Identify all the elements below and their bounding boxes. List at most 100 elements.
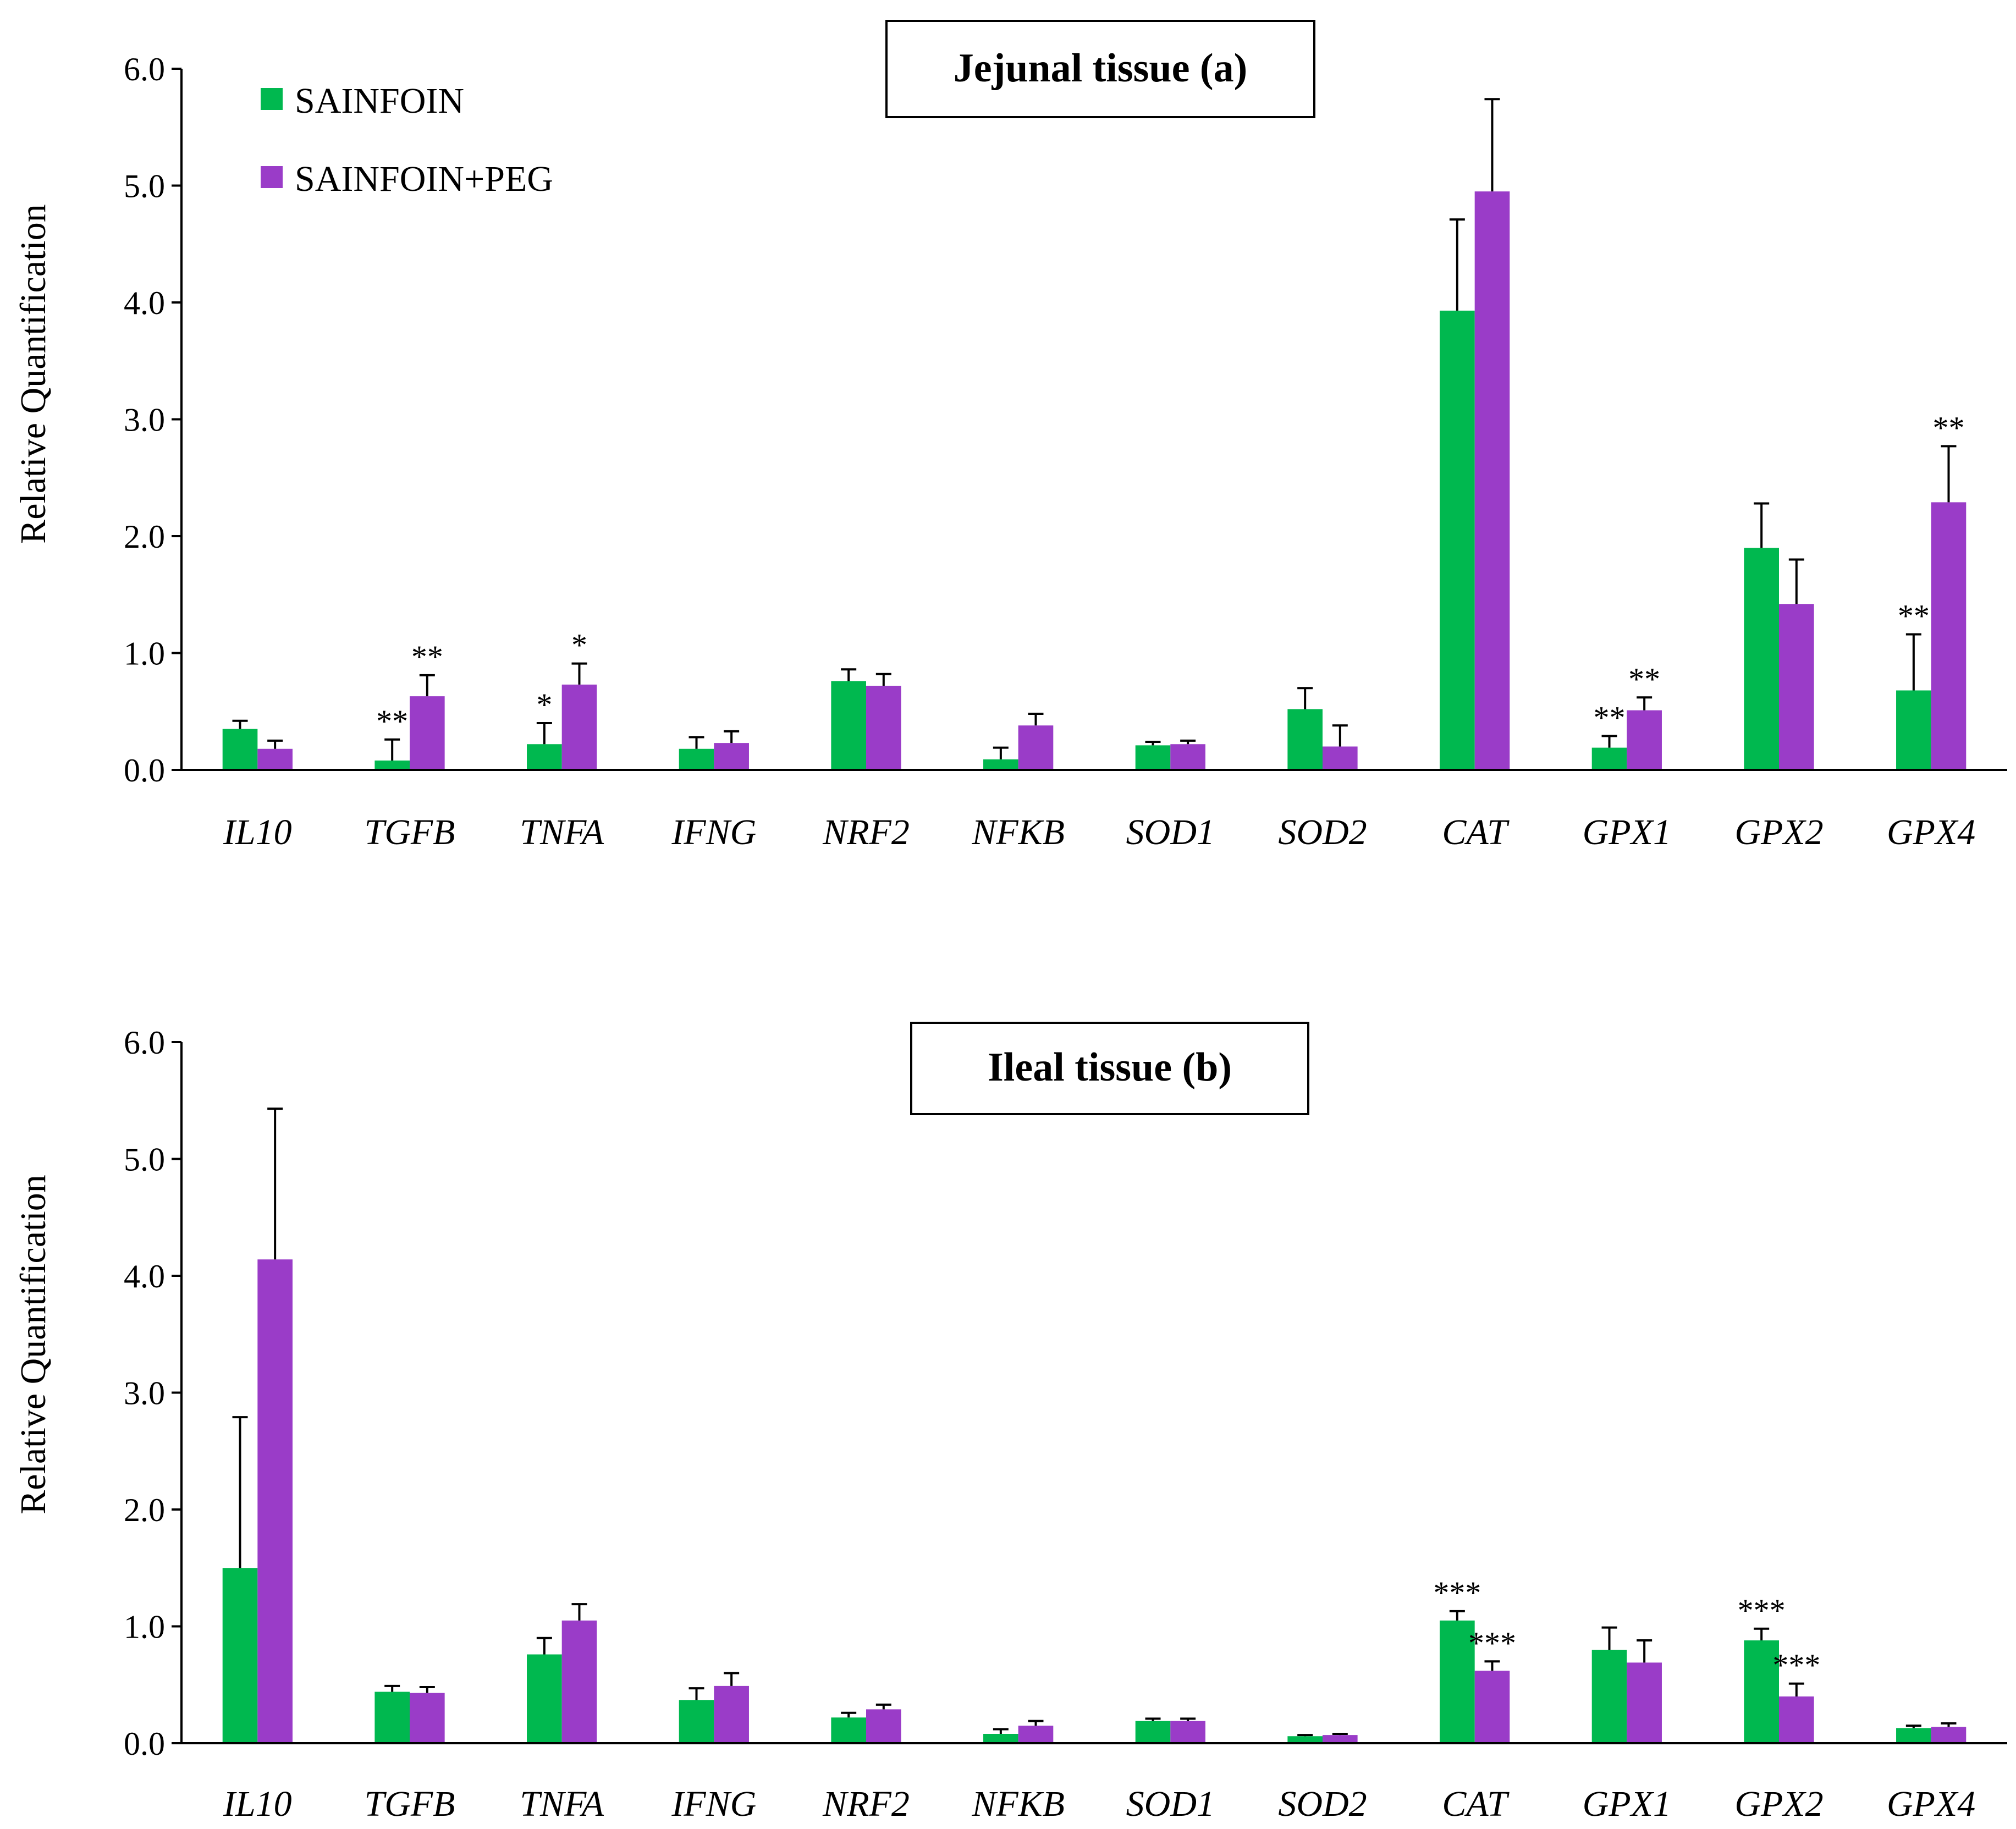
y-tick-label: 2.0 <box>124 519 165 555</box>
y-tick-label: 1.0 <box>124 1609 165 1645</box>
bar-sainfoin-sod2 <box>1287 1736 1323 1743</box>
legend-swatch-sainfoin-peg <box>261 166 283 188</box>
x-tick-label: CAT <box>1442 1784 1510 1824</box>
significance-mark: *** <box>1772 1648 1820 1683</box>
y-tick-label: 6.0 <box>124 1024 165 1061</box>
significance-mark: ** <box>376 703 408 739</box>
x-tick-label: SOD1 <box>1126 1784 1215 1824</box>
bar-sainfoin-peg-gpx2 <box>1779 604 1814 770</box>
bar-sainfoin-sod1 <box>1135 745 1171 770</box>
x-tick-label: TGFB <box>365 1784 455 1824</box>
x-tick-label: GPX4 <box>1887 812 1975 852</box>
x-tick-label: GPX2 <box>1734 1784 1823 1824</box>
x-tick-label: SOD2 <box>1278 1784 1367 1824</box>
legend: SAINFOIN SAINFOIN+PEG <box>261 81 553 199</box>
bar-sainfoin-nrf2 <box>831 1717 866 1743</box>
x-tick-label: SOD2 <box>1278 812 1367 852</box>
y-tick-label: 1.0 <box>124 636 165 672</box>
x-tick-label: GPX1 <box>1583 812 1671 852</box>
bar-sainfoin-peg-sod2 <box>1323 1735 1358 1743</box>
x-tick-label: IL10 <box>223 1784 292 1824</box>
x-tick-label: IFNG <box>671 1784 756 1824</box>
significance-mark: *** <box>1468 1625 1516 1661</box>
bar-sainfoin-peg-tgfb <box>410 1693 445 1743</box>
bar-sainfoin-tnfa <box>527 1654 562 1743</box>
chart-title: Ileal tissue (b) <box>988 1045 1232 1090</box>
bar-sainfoin-peg-ifng <box>714 743 749 770</box>
x-tick-label: NFKB <box>971 1784 1065 1824</box>
significance-mark: * <box>571 627 587 663</box>
bar-sainfoin-peg-gpx2 <box>1779 1696 1814 1743</box>
bar-sainfoin-peg-nfkb <box>1018 725 1054 770</box>
chart-title: Jejunal tissue (a) <box>954 46 1247 91</box>
bar-sainfoin-tgfb <box>374 761 410 770</box>
bar-sainfoin-peg-nrf2 <box>866 686 901 770</box>
significance-mark: * <box>536 687 552 723</box>
bar-sainfoin-gpx4 <box>1896 1728 1931 1743</box>
bar-sainfoin-gpx1 <box>1591 1650 1627 1743</box>
bar-sainfoin-sod1 <box>1135 1721 1171 1743</box>
y-tick-label: 2.0 <box>124 1492 165 1528</box>
y-axis-title: Relative Quantification <box>13 204 53 544</box>
y-tick-label: 0.0 <box>124 752 165 789</box>
y-tick-label: 5.0 <box>124 168 165 205</box>
bar-sainfoin-ifng <box>679 1700 714 1743</box>
bar-sainfoin-peg-gpx4 <box>1931 502 1967 770</box>
x-tick-label: GPX1 <box>1583 1784 1671 1824</box>
x-tick-label: GPX2 <box>1734 812 1823 852</box>
x-tick-label: TNFA <box>520 1784 604 1824</box>
bar-sainfoin-gpx2 <box>1744 1640 1779 1743</box>
y-tick-label: 3.0 <box>124 1375 165 1412</box>
panel-ileal: Relative Quantification Ileal tissue (b)… <box>13 1022 2007 1824</box>
bar-sainfoin-cat <box>1440 1620 1475 1743</box>
bar-sainfoin-il10 <box>222 1568 258 1743</box>
bar-sainfoin-gpx2 <box>1744 548 1779 770</box>
bar-sainfoin-peg-ifng <box>714 1685 749 1743</box>
x-tick-label: NFKB <box>971 812 1065 852</box>
bar-sainfoin-peg-il10 <box>257 1259 293 1743</box>
bar-sainfoin-gpx1 <box>1591 747 1627 770</box>
bar-sainfoin-nfkb <box>983 759 1018 770</box>
legend-swatch-sainfoin <box>261 88 283 110</box>
bar-sainfoin-peg-sod1 <box>1170 1721 1205 1743</box>
bar-sainfoin-ifng <box>679 748 714 770</box>
title-box <box>885 20 1315 118</box>
significance-mark: ** <box>411 639 443 675</box>
y-tick-label: 5.0 <box>124 1142 165 1178</box>
bar-sainfoin-il10 <box>222 729 258 770</box>
significance-mark: ** <box>1898 598 1930 634</box>
bar-sainfoin-peg-cat <box>1474 191 1510 770</box>
bar-sainfoin-peg-tnfa <box>561 684 597 770</box>
x-tick-label: NRF2 <box>822 1784 910 1824</box>
x-tick-label: TGFB <box>365 812 455 852</box>
bar-sainfoin-gpx4 <box>1896 690 1931 770</box>
bar-sainfoin-peg-cat <box>1474 1671 1510 1743</box>
x-tick-label: TNFA <box>520 812 604 852</box>
bar-sainfoin-nrf2 <box>831 681 866 770</box>
bar-sainfoin-peg-tgfb <box>410 696 445 770</box>
bar-sainfoin-peg-sod1 <box>1170 744 1205 770</box>
bar-sainfoin-cat <box>1440 310 1475 770</box>
bar-sainfoin-peg-nfkb <box>1018 1726 1054 1743</box>
x-tick-label: IFNG <box>671 812 756 852</box>
x-tick-label: SOD1 <box>1126 812 1215 852</box>
x-tick-label: GPX4 <box>1887 1784 1975 1824</box>
y-tick-label: 4.0 <box>124 1258 165 1294</box>
bar-sainfoin-peg-sod2 <box>1323 746 1358 770</box>
bar-sainfoin-tgfb <box>374 1692 410 1743</box>
legend-label-sainfoin: SAINFOIN <box>295 81 464 121</box>
x-tick-label: NRF2 <box>822 812 910 852</box>
significance-mark: ** <box>1932 410 1964 445</box>
bar-sainfoin-peg-tnfa <box>561 1620 597 1743</box>
bar-sainfoin-tnfa <box>527 744 562 770</box>
y-tick-label: 6.0 <box>124 51 165 87</box>
bar-sainfoin-peg-gpx4 <box>1931 1727 1967 1743</box>
bar-sainfoin-sod2 <box>1287 709 1323 770</box>
title-box <box>910 1022 1309 1115</box>
legend-label-sainfoin-peg: SAINFOIN+PEG <box>295 159 553 199</box>
significance-mark: *** <box>1738 1593 1786 1628</box>
panel-jejunal: Relative Quantification Jejunal tissue (… <box>13 20 2007 852</box>
y-axis-title: Relative Quantification <box>13 1175 53 1514</box>
significance-mark: ** <box>1594 699 1626 735</box>
